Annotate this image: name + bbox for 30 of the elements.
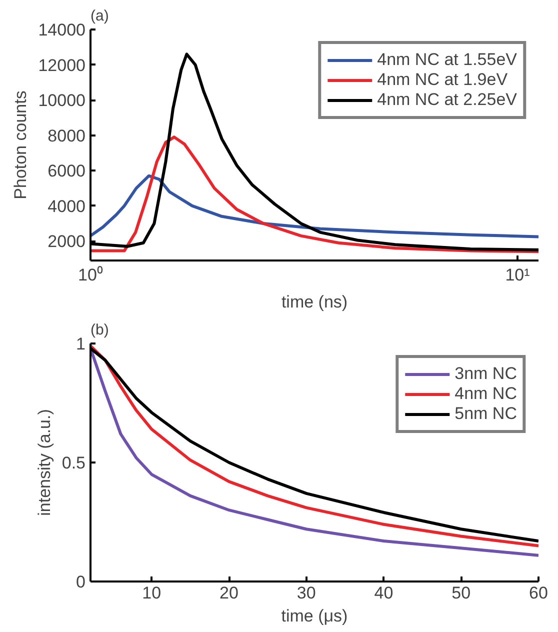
y-tick-label: 0.5 bbox=[62, 454, 86, 472]
y-tick-label: 10000 bbox=[38, 91, 86, 110]
x-tick-label: 40 bbox=[374, 584, 394, 602]
x-axis-title: time (μs) bbox=[281, 606, 348, 626]
y-axis-title: intensity (a.u.) bbox=[34, 409, 54, 516]
y-tick-label: 8000 bbox=[48, 126, 86, 146]
x-tick-label: 10¹ bbox=[505, 266, 530, 284]
x-axis-title: time (ns) bbox=[281, 292, 348, 312]
y-tick-label: 6000 bbox=[48, 162, 86, 181]
chart-title: (b) bbox=[90, 322, 109, 338]
legend-label: 4nm NC at 2.25eV bbox=[377, 90, 517, 110]
y-tick-label: 2000 bbox=[48, 232, 86, 252]
x-tick-label: 10⁰ bbox=[78, 266, 103, 284]
y-tick-label: 0 bbox=[76, 572, 86, 592]
y-tick-label: 12000 bbox=[38, 56, 86, 75]
y-axis-title: Photon counts bbox=[11, 90, 30, 200]
legend-label: 4nm NC at 1.55eV bbox=[377, 50, 517, 70]
y-tick-label: 4000 bbox=[48, 196, 86, 216]
x-tick-label: 10 bbox=[142, 584, 162, 602]
x-tick-label: 60 bbox=[529, 584, 548, 602]
legend-label: 5nm NC bbox=[454, 404, 517, 424]
legend-label: 4nm NC bbox=[454, 384, 517, 404]
chart-title: (a) bbox=[90, 8, 109, 24]
x-tick-label: 30 bbox=[296, 584, 316, 602]
y-tick-label: 1 bbox=[76, 334, 86, 354]
y-tick-label: 14000 bbox=[38, 20, 86, 40]
x-tick-label: 20 bbox=[220, 584, 238, 602]
legend-label: 4nm NC at 1.9eV bbox=[377, 70, 508, 90]
x-tick-label: 50 bbox=[452, 584, 471, 602]
legend-label: 3nm NC bbox=[454, 364, 517, 384]
